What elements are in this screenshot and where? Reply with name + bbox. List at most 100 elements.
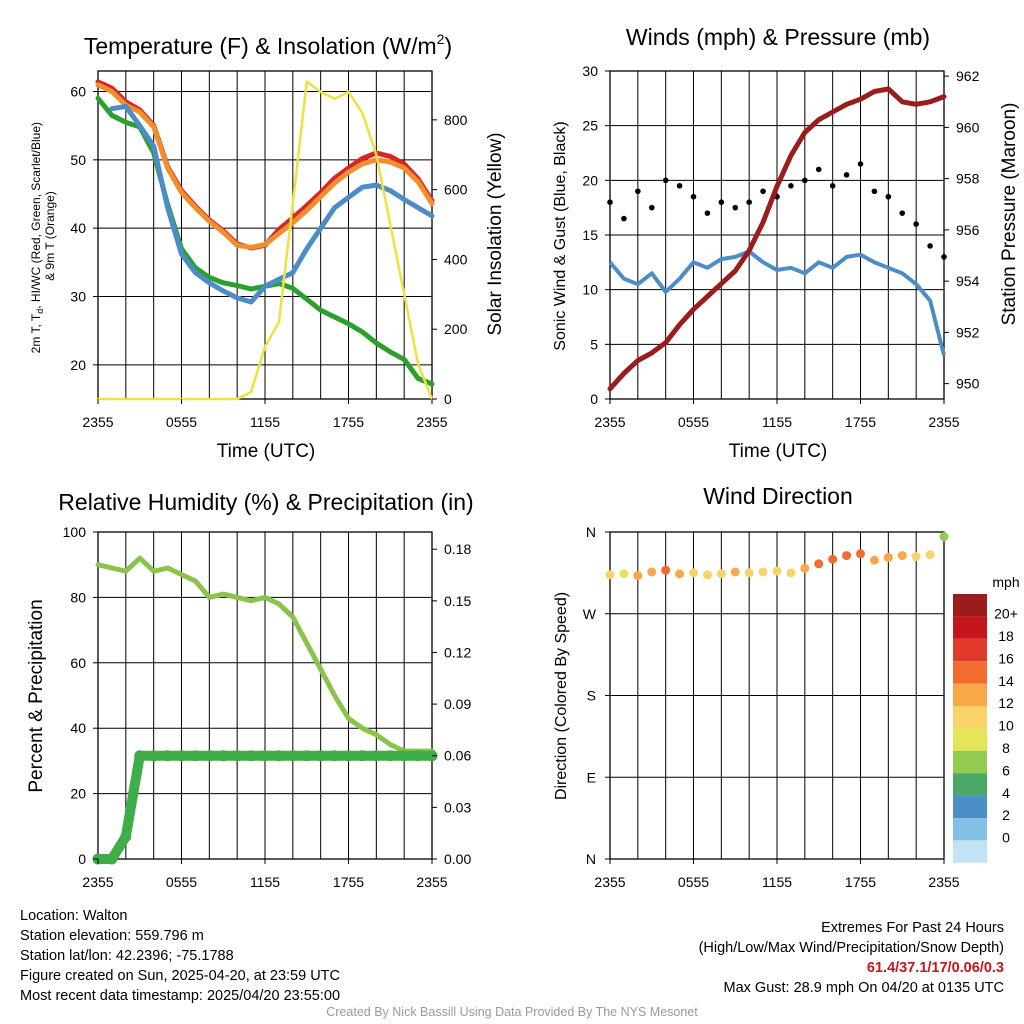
humidity-y-tick-label: 0 xyxy=(78,851,86,867)
gust-point xyxy=(718,199,725,205)
wind-direction-point xyxy=(758,567,768,577)
humidity-grid xyxy=(97,531,433,860)
winds-y-tick-label: 10 xyxy=(582,282,598,298)
humidity-title: Relative Humidity (%) & Precipitation (i… xyxy=(58,489,473,515)
wind-direction-point xyxy=(939,532,949,542)
winds-y2-tick-label: 954 xyxy=(956,273,980,289)
precipitation-point xyxy=(412,750,424,762)
speed-legend-label: 16 xyxy=(998,650,1014,666)
gust-point xyxy=(927,243,933,249)
wind-direction-y-tick-label: W xyxy=(583,606,597,622)
wind-direction-point xyxy=(800,563,810,573)
winds-y-tick-label: 5 xyxy=(590,336,598,352)
gust-point xyxy=(746,199,752,205)
precipitation-point xyxy=(343,750,354,762)
humidity-x-ticks: 2355 0555 1155 1755 2355 xyxy=(82,859,448,890)
temperature-y2-tick-label: 400 xyxy=(444,251,468,267)
precipitation-point xyxy=(329,750,341,762)
precipitation-point xyxy=(134,750,146,762)
gust-point xyxy=(732,204,739,211)
speed-legend-swatch xyxy=(953,750,987,774)
temperature-y-tick-label: 60 xyxy=(70,84,86,100)
wind-direction-point xyxy=(633,571,643,581)
winds-y2-ticks: 950 952 954 956 958 960 962 xyxy=(944,68,980,392)
temperature-y2-tick-label: 0 xyxy=(444,391,452,407)
winds-y-tick-label: 0 xyxy=(590,391,598,407)
temperature-x-ticks: 2355 0555 1155 1755 2355 xyxy=(82,399,448,430)
speed-legend-swatch xyxy=(953,818,987,841)
wind-direction-point xyxy=(702,570,712,580)
temperature-ylabel: 2m T, Td, HI/WC (Red, Green, Scarlet/Blu… xyxy=(29,119,57,354)
winds-y2-tick-label: 950 xyxy=(956,376,980,392)
winds-series xyxy=(607,86,947,392)
winds-xlabel: Time (UTC) xyxy=(729,441,828,462)
precipitation-point xyxy=(370,750,382,762)
humidity-y2-tick-label: 0.12 xyxy=(444,644,471,660)
wind-direction-x-tick-label: 1755 xyxy=(845,874,876,890)
humidity-line xyxy=(95,555,435,754)
humidity-y-tick-label: 80 xyxy=(70,589,86,605)
precipitation-point xyxy=(106,853,118,865)
gust-point xyxy=(676,183,683,189)
speed-legend-swatch xyxy=(953,661,987,684)
temperature-x-tick-label: 1755 xyxy=(333,414,364,430)
precipitation-point xyxy=(259,750,271,762)
humidity-y-tick-label: 60 xyxy=(70,655,86,671)
wind-direction-point xyxy=(925,550,935,560)
winds-y-tick-label: 20 xyxy=(582,172,598,188)
precipitation-point xyxy=(189,750,201,762)
precipitation-point xyxy=(217,750,229,762)
precipitation-point xyxy=(162,750,174,762)
gust-point xyxy=(885,193,892,200)
speed-legend-swatch xyxy=(953,594,987,617)
gust-point xyxy=(899,210,906,216)
wind-direction-point xyxy=(689,568,698,578)
precipitation-point xyxy=(398,750,410,762)
temperature-y-tick-label: 40 xyxy=(70,220,86,236)
temperature-y-tick-label: 30 xyxy=(70,289,86,305)
speed-legend-label: 0 xyxy=(1002,830,1010,846)
speed-legend-label: 4 xyxy=(1002,785,1010,801)
speed-legend-swatch xyxy=(953,728,987,751)
gust-point xyxy=(690,193,697,200)
wind-direction-x-ticks: 2355 0555 1155 1755 2355 xyxy=(594,859,960,890)
insolation-yellow-line xyxy=(96,80,434,401)
humidity-y2-tick-label: 0.03 xyxy=(444,799,471,815)
precipitation-point xyxy=(315,750,327,762)
winds-x-tick-label: 0555 xyxy=(678,414,709,430)
wind-direction-x-tick-label: 0555 xyxy=(678,874,709,890)
winds-y-tick-label: 15 xyxy=(582,227,598,243)
station-info: Location: Walton Station elevation: 559.… xyxy=(20,906,340,1006)
gust-point xyxy=(648,204,655,211)
wind-direction-point xyxy=(856,549,865,559)
humidity-y-tick-label: 100 xyxy=(63,524,87,540)
temperature-x-tick-label: 2355 xyxy=(416,414,447,430)
winds-x-tick-label: 2355 xyxy=(594,414,625,430)
humidity-series xyxy=(92,555,438,865)
wind-direction-point xyxy=(619,569,629,579)
winds-x-tick-label: 1755 xyxy=(845,414,876,430)
precipitation-point xyxy=(356,750,368,762)
station-elevation: Station elevation: 559.796 m xyxy=(20,928,204,944)
temperature-lines xyxy=(95,79,435,401)
humidity-y-ticks: 0 20 40 60 80 100 xyxy=(63,524,98,867)
wind-direction-y-tick-label: E xyxy=(587,769,596,785)
temperature-xlabel: Time (UTC) xyxy=(217,441,316,462)
figure-created: Figure created on Sun, 2025-04-20, at 23… xyxy=(20,968,340,984)
precipitation-point xyxy=(245,750,257,762)
wind-direction-point xyxy=(786,568,796,578)
winds-x-ticks: 2355 0555 1155 1755 2355 xyxy=(594,399,960,430)
wind-direction-point xyxy=(883,552,893,562)
humidity-y-tick-label: 40 xyxy=(70,720,86,736)
speed-legend-label: 14 xyxy=(998,673,1014,689)
sonic-wind-line xyxy=(608,249,946,356)
gust-point xyxy=(704,210,711,216)
extremes-values: 61.4/37.1/17/0.06/0.3 xyxy=(866,960,1004,976)
wind-direction-ylabel: Direction (Colored By Speed) xyxy=(553,592,570,800)
winds-x-tick-label: 1155 xyxy=(762,414,792,430)
recent-timestamp: Most recent data timestamp: 2025/04/20 2… xyxy=(20,988,341,1004)
wind-direction-x-tick-label: 1155 xyxy=(762,874,792,890)
temperature-y2-tick-label: 600 xyxy=(444,182,468,198)
windchill-blue-line xyxy=(109,104,435,305)
